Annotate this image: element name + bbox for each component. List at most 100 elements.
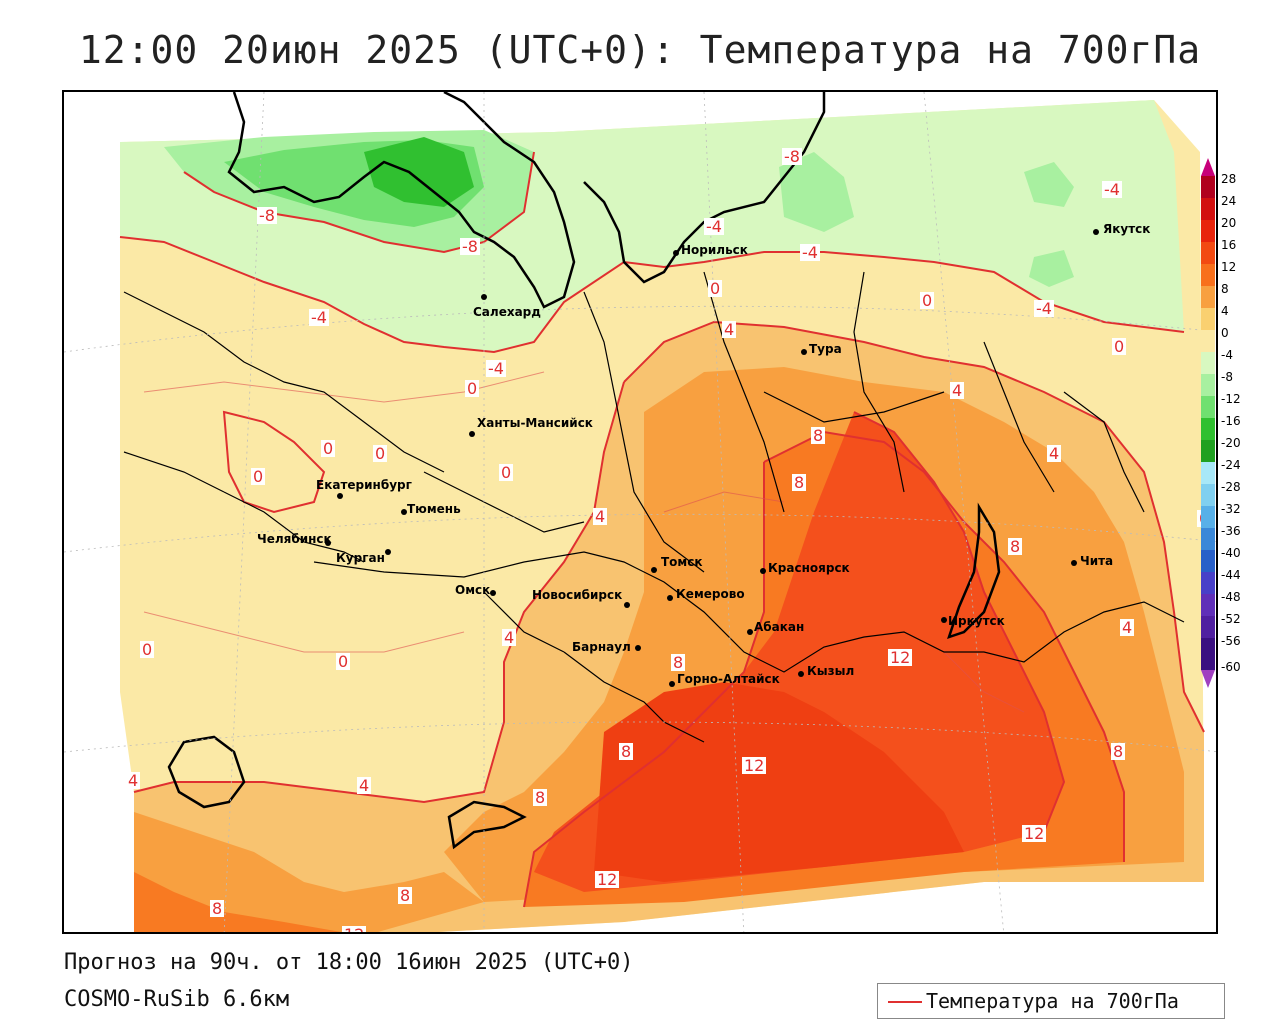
city-label: Ханты-Мансийск: [477, 416, 593, 430]
contour-label: 12: [342, 926, 367, 932]
contour-label: -4: [486, 359, 506, 378]
city-label: Тура: [809, 342, 842, 356]
colorbar-tick: -28: [1221, 480, 1241, 494]
contour-label: 0: [140, 640, 155, 659]
colorbar-tick: 12: [1221, 260, 1237, 274]
colorbar-tick: -8: [1221, 370, 1233, 384]
city-marker: [337, 493, 343, 499]
city-label: Новосибирск: [532, 588, 623, 602]
contour-label: 8: [811, 426, 826, 445]
contour-label: -8: [782, 147, 802, 166]
contour-label: -4: [704, 217, 724, 236]
contour-label: 8: [210, 899, 225, 918]
city-marker: [667, 595, 673, 601]
legend: Температура на 700гПа: [877, 983, 1225, 1019]
city-marker: [325, 540, 331, 546]
legend-label: Температура на 700гПа: [926, 989, 1179, 1013]
city-marker: [635, 645, 641, 651]
temperature-map: Норильск Салехард Якутск Тура Ханты-Манс…: [62, 90, 1218, 934]
colorbar-tick: -20: [1221, 436, 1241, 450]
legend-line-swatch: [888, 1001, 922, 1003]
city-label: Челябинск: [257, 532, 332, 546]
city-marker: [673, 250, 679, 256]
city-marker: [747, 629, 753, 635]
city-marker: [401, 509, 407, 515]
city-marker: [490, 590, 496, 596]
colorbar-tick: -36: [1221, 524, 1241, 538]
contour-label: 4: [1047, 444, 1062, 463]
city-marker: [941, 617, 947, 623]
contour-label: 12: [1022, 824, 1047, 843]
colorbar-tick: 8: [1221, 282, 1229, 296]
contour-label: 0: [336, 652, 351, 671]
contour-label: 4: [593, 507, 608, 526]
contour-label: -8: [257, 206, 277, 225]
model-name: COSMO-RuSib 6.6км: [64, 987, 290, 1012]
city-marker: [385, 549, 391, 555]
city-marker: [624, 602, 630, 608]
city-label: Красноярск: [768, 561, 850, 575]
colorbar: [1201, 158, 1215, 688]
contour-label: 12: [888, 648, 913, 667]
city-marker: [669, 681, 675, 687]
city-label: Кемерово: [676, 587, 745, 601]
city-label: Омск: [455, 583, 491, 597]
city-marker: [760, 568, 766, 574]
city-label: Салехард: [473, 305, 541, 319]
colorbar-tick: -16: [1221, 414, 1241, 428]
contour-label: -4: [309, 308, 329, 327]
forecast-info: Прогноз на 90ч. от 18:00 16июн 2025 (UTC…: [64, 950, 634, 975]
colorbar-tick: 28: [1221, 172, 1237, 186]
contour-label: 0: [373, 444, 388, 463]
colorbar-tick: -40: [1221, 546, 1241, 560]
map-title: 12:00 20июн 2025 (UTC+0): Температура на…: [78, 28, 1202, 72]
city-label: Абакан: [754, 620, 805, 634]
city-label: Иркутск: [948, 614, 1005, 628]
contour-label: 8: [533, 788, 548, 807]
city-marker: [651, 567, 657, 573]
contour-label: 4: [722, 320, 737, 339]
colorbar-tick: -48: [1221, 590, 1241, 604]
contour-label: 0: [708, 279, 723, 298]
colorbar-tick: -24: [1221, 458, 1241, 472]
colorbar-tick: -4: [1221, 348, 1233, 362]
contour-label: 8: [1008, 537, 1023, 556]
colorbar-tick: -44: [1221, 568, 1241, 582]
colorbar-tick: 4: [1221, 304, 1229, 318]
colorbar-tick: -12: [1221, 392, 1241, 406]
colorbar-tick: 24: [1221, 194, 1237, 208]
colorbar-tick: 0: [1221, 326, 1229, 340]
city-label: Горно-Алтайск: [677, 672, 780, 686]
contour-label: -4: [1034, 299, 1054, 318]
colorbar-tick: 20: [1221, 216, 1237, 230]
map-canvas: [64, 92, 1216, 932]
colorbar-tick: 16: [1221, 238, 1237, 252]
city-label: Екатеринбург: [316, 478, 412, 492]
contour-label: 12: [742, 756, 767, 775]
city-label: Тюмень: [407, 502, 461, 516]
city-label: Кызыл: [807, 664, 855, 678]
city-marker: [1071, 560, 1077, 566]
contour-label: 8: [671, 653, 686, 672]
city-label: Томск: [661, 555, 703, 569]
contour-label: 8: [619, 742, 634, 761]
city-label: Норильск: [681, 243, 748, 257]
contour-label: 4: [950, 381, 965, 400]
city-marker: [798, 671, 804, 677]
city-label: Якутск: [1103, 222, 1151, 236]
contour-label: 8: [792, 473, 807, 492]
colorbar-tick: -60: [1221, 660, 1241, 674]
contour-label: 0: [499, 463, 514, 482]
city-label: Курган: [336, 551, 385, 565]
contour-label: 4: [357, 776, 372, 795]
colorbar-tick: -56: [1221, 634, 1241, 648]
contour-label: 4: [126, 771, 141, 790]
contour-label: 0: [251, 467, 266, 486]
contour-label: 8: [398, 886, 413, 905]
contour-label: -4: [800, 243, 820, 262]
city-marker: [481, 294, 487, 300]
city-label: Барнаул: [572, 640, 631, 654]
colorbar-tick: -52: [1221, 612, 1241, 626]
contour-label: 0: [465, 379, 480, 398]
contour-label: 4: [1120, 618, 1135, 637]
